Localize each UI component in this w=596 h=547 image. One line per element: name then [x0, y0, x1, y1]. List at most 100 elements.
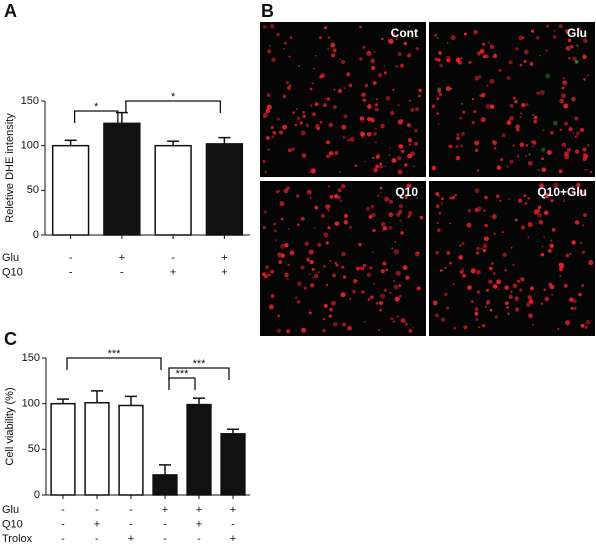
- cell-signal: [549, 243, 554, 249]
- cell-signal: [375, 98, 378, 101]
- cell-signal: [407, 138, 413, 143]
- cell-signal: [453, 327, 456, 330]
- cell-signal: [565, 45, 571, 51]
- cell-signal: [396, 315, 399, 318]
- cell-signal: [572, 56, 577, 61]
- condition-mark: -: [69, 266, 73, 278]
- cell-signal: [543, 210, 549, 216]
- cell-signal: [340, 292, 346, 298]
- cell-signal: [329, 259, 332, 263]
- cell-signal: [389, 291, 392, 295]
- cell-signal: [461, 102, 464, 105]
- cell-signal: [432, 300, 438, 306]
- cell-signal: [361, 121, 364, 124]
- cell-signal: [296, 281, 302, 287]
- cell-signal: [561, 93, 566, 99]
- cell-signal: [541, 157, 544, 161]
- cell-signal: [449, 222, 451, 225]
- cell-signal: [403, 41, 407, 46]
- cell-signal: [343, 114, 348, 119]
- cell-signal: [409, 99, 412, 102]
- cell-signal: [300, 130, 306, 136]
- cell-signal: [349, 226, 352, 229]
- cell-signal: [268, 304, 274, 310]
- cell-signal: [309, 283, 315, 288]
- cell-signal: [489, 104, 491, 106]
- cell-signal: [540, 302, 544, 305]
- cell-signal: [507, 312, 510, 316]
- cell-signal: [392, 32, 396, 36]
- cell-signal: [265, 265, 270, 270]
- cell-signal: [571, 240, 576, 245]
- cell-signal: [370, 118, 375, 123]
- cell-signal: [296, 223, 300, 227]
- cell-signal: [362, 98, 367, 102]
- condition-mark: +: [170, 266, 176, 278]
- cell-signal: [581, 283, 585, 288]
- cell-signal: [568, 126, 573, 132]
- cell-signal: [416, 286, 421, 291]
- condition-mark: +: [128, 533, 134, 545]
- cell-signal: [309, 196, 312, 199]
- cell-signal: [371, 251, 374, 254]
- cell-signal: [378, 73, 383, 78]
- cell-signal: [271, 57, 276, 63]
- cell-signal: [501, 231, 504, 234]
- cell-signal: [527, 295, 532, 300]
- cell-signal: [317, 242, 322, 247]
- cell-signal: [437, 228, 441, 232]
- cell-signal: [323, 303, 328, 308]
- cell-signal: [313, 226, 316, 229]
- cell-signal: [359, 25, 363, 29]
- cell-signal: [397, 51, 402, 57]
- cell-signal: [332, 105, 337, 110]
- significance-label: *: [94, 101, 99, 113]
- cell-signal: [539, 90, 545, 96]
- cell-signal: [394, 240, 397, 244]
- cell-signal: [390, 110, 395, 116]
- significance-label: ***: [176, 368, 190, 380]
- cell-signal: [366, 132, 372, 137]
- cell-signal: [506, 165, 509, 168]
- cell-signal: [519, 63, 523, 67]
- bar: [154, 144, 192, 236]
- condition-mark: +: [221, 252, 227, 264]
- row-label: Glu: [2, 252, 19, 264]
- cell-signal: [484, 195, 488, 200]
- cell-signal: [309, 259, 314, 265]
- row-label: Trolox: [2, 533, 33, 545]
- cell-signal: [549, 284, 555, 290]
- cell-signal: [505, 305, 509, 309]
- cell-signal: [582, 54, 587, 60]
- cell-signal: [488, 279, 493, 284]
- cell-signal: [478, 326, 481, 329]
- cell-signal: [383, 288, 387, 292]
- cell-signal: [450, 87, 453, 90]
- cell-signal: [308, 311, 312, 315]
- cell-signal: [510, 247, 513, 249]
- cell-signal: [354, 164, 358, 168]
- cell-signal: [391, 247, 394, 249]
- cell-signal: [314, 102, 319, 107]
- cell-signal: [380, 191, 383, 194]
- cell-signal: [406, 183, 412, 189]
- condition-mark: -: [61, 504, 65, 516]
- cell-signal: [316, 126, 320, 131]
- cell-signal: [476, 290, 481, 294]
- cell-signal: [512, 96, 516, 100]
- bar: [186, 403, 212, 496]
- cell-signal: [364, 83, 369, 88]
- cell-signal: [492, 53, 498, 59]
- cell-signal: [401, 149, 405, 153]
- cell-signal: [550, 199, 554, 203]
- cell-signal: [270, 294, 275, 298]
- cell-signal: [385, 268, 388, 272]
- cell-signal: [545, 24, 549, 28]
- cell-signal: [295, 194, 300, 198]
- cell-signal: [337, 195, 341, 200]
- cell-signal: [373, 131, 377, 136]
- cell-signal: [374, 103, 379, 107]
- cell-signal: [273, 222, 277, 226]
- cell-signal: [319, 120, 323, 124]
- cell-signal: [333, 88, 336, 91]
